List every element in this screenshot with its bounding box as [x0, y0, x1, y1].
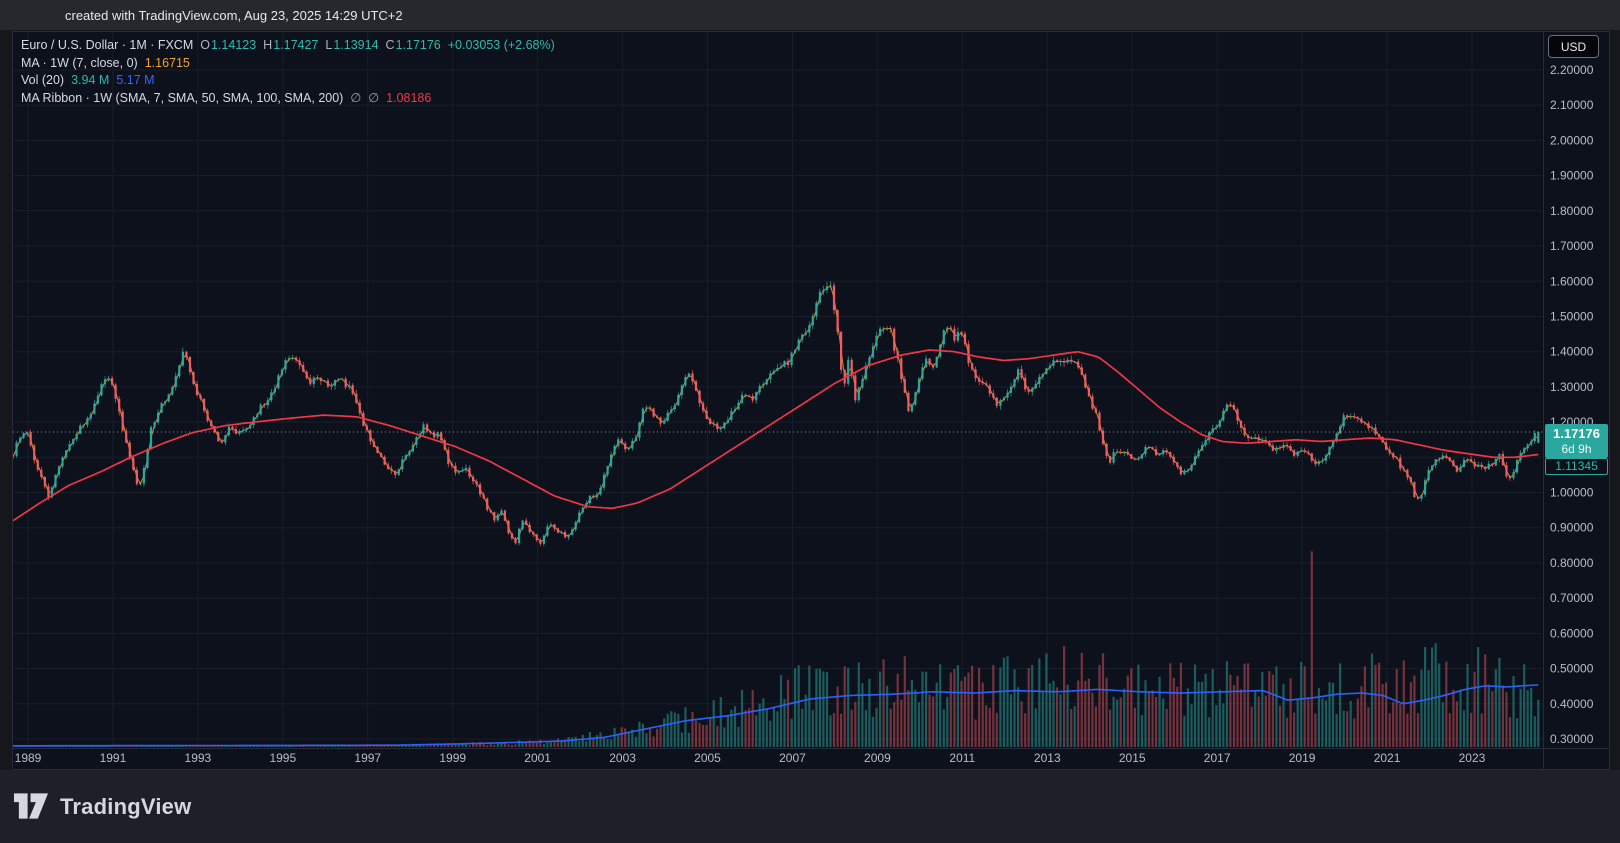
ma-value: 1.16715: [144, 55, 190, 70]
svg-text:2015: 2015: [1119, 751, 1146, 765]
tradingview-brand-text[interactable]: TradingView: [60, 793, 192, 819]
ohlc-low: L 1.13914: [325, 38, 379, 52]
ma-label: MA · 1W (7, close, 0): [21, 55, 138, 70]
svg-text:2021: 2021: [1374, 751, 1401, 765]
svg-text:0.60000: 0.60000: [1550, 626, 1594, 640]
svg-text:2011: 2011: [949, 751, 975, 765]
svg-text:1.60000: 1.60000: [1550, 274, 1594, 288]
volume-value: 3.94 M: [71, 73, 110, 87]
svg-text:1.70000: 1.70000: [1550, 239, 1594, 253]
svg-text:2.10000: 2.10000: [1550, 98, 1594, 112]
svg-text:2.20000: 2.20000: [1550, 63, 1594, 77]
ma-ribbon-empty-2: ∅: [368, 90, 380, 105]
svg-text:0.90000: 0.90000: [1550, 521, 1594, 535]
svg-text:2017: 2017: [1204, 751, 1231, 765]
svg-text:2023: 2023: [1459, 751, 1486, 765]
svg-text:1995: 1995: [269, 751, 296, 765]
svg-text:2003: 2003: [609, 751, 636, 765]
svg-text:2005: 2005: [694, 751, 721, 765]
svg-text:1.30000: 1.30000: [1550, 380, 1594, 394]
ohlc-open: O 1.14123: [200, 38, 257, 52]
credit-bar: created with TradingView.com, Aug 23, 20…: [0, 0, 1620, 30]
svg-text:2019: 2019: [1289, 751, 1316, 765]
change-value: +0.03053 (+2.68%): [447, 38, 555, 52]
svg-text:1.00000: 1.00000: [1550, 486, 1594, 500]
last-price-badge: 1.17176 6d 9h: [1545, 424, 1608, 458]
legend-volume-row[interactable]: Vol (20) 3.94 M 5.17 M: [21, 72, 555, 90]
svg-text:1993: 1993: [185, 751, 212, 765]
svg-text:2007: 2007: [779, 751, 806, 765]
chart-legend: Euro / U.S. Dollar · 1M · FXCM O 1.14123 …: [21, 37, 555, 107]
svg-text:0.50000: 0.50000: [1550, 662, 1594, 676]
symbol-title: Euro / U.S. Dollar · 1M · FXCM: [21, 38, 194, 52]
ohlc-high: H 1.17427: [263, 38, 319, 52]
svg-text:1997: 1997: [354, 751, 381, 765]
svg-text:2.00000: 2.00000: [1550, 133, 1594, 147]
volume-ma-value: 5.17 M: [116, 73, 155, 87]
svg-text:1.90000: 1.90000: [1550, 169, 1594, 183]
svg-text:0.40000: 0.40000: [1550, 697, 1594, 711]
last-price-value: 1.17176: [1553, 426, 1600, 441]
legend-ma-ribbon-row[interactable]: MA Ribbon · 1W (SMA, 7, SMA, 50, SMA, 10…: [21, 90, 555, 108]
legend-symbol-row[interactable]: Euro / U.S. Dollar · 1M · FXCM O 1.14123 …: [21, 37, 555, 55]
bar-countdown: 6d 9h: [1561, 442, 1592, 456]
svg-text:2001: 2001: [524, 751, 551, 765]
svg-text:1999: 1999: [439, 751, 466, 765]
svg-text:1.40000: 1.40000: [1550, 345, 1594, 359]
svg-text:2013: 2013: [1034, 751, 1061, 765]
svg-text:0.30000: 0.30000: [1550, 732, 1594, 746]
svg-text:1991: 1991: [100, 751, 127, 765]
svg-text:0.80000: 0.80000: [1550, 556, 1594, 570]
svg-text:2009: 2009: [864, 751, 891, 765]
tradingview-logo-icon[interactable]: [14, 793, 49, 820]
svg-text:1989: 1989: [15, 751, 42, 765]
svg-text:1.50000: 1.50000: [1550, 309, 1594, 323]
ohlc-close: C 1.17176: [385, 38, 441, 52]
credit-text: created with TradingView.com, Aug 23, 20…: [65, 7, 403, 23]
ma-ribbon-empty-1: ∅: [350, 90, 362, 105]
ma-ribbon-value: 1.08186: [386, 90, 432, 105]
ma-ribbon-label: MA Ribbon · 1W (SMA, 7, SMA, 50, SMA, 10…: [21, 90, 344, 105]
volume-label: Vol (20): [21, 73, 65, 87]
svg-text:1.80000: 1.80000: [1550, 204, 1594, 218]
footer-bar: TradingView: [0, 770, 1620, 843]
legend-ma-row[interactable]: MA · 1W (7, close, 0) 1.16715: [21, 55, 555, 73]
currency-button[interactable]: USD: [1548, 35, 1599, 58]
secondary-price-label: 1.11345: [1545, 458, 1608, 475]
svg-text:0.70000: 0.70000: [1550, 591, 1594, 605]
